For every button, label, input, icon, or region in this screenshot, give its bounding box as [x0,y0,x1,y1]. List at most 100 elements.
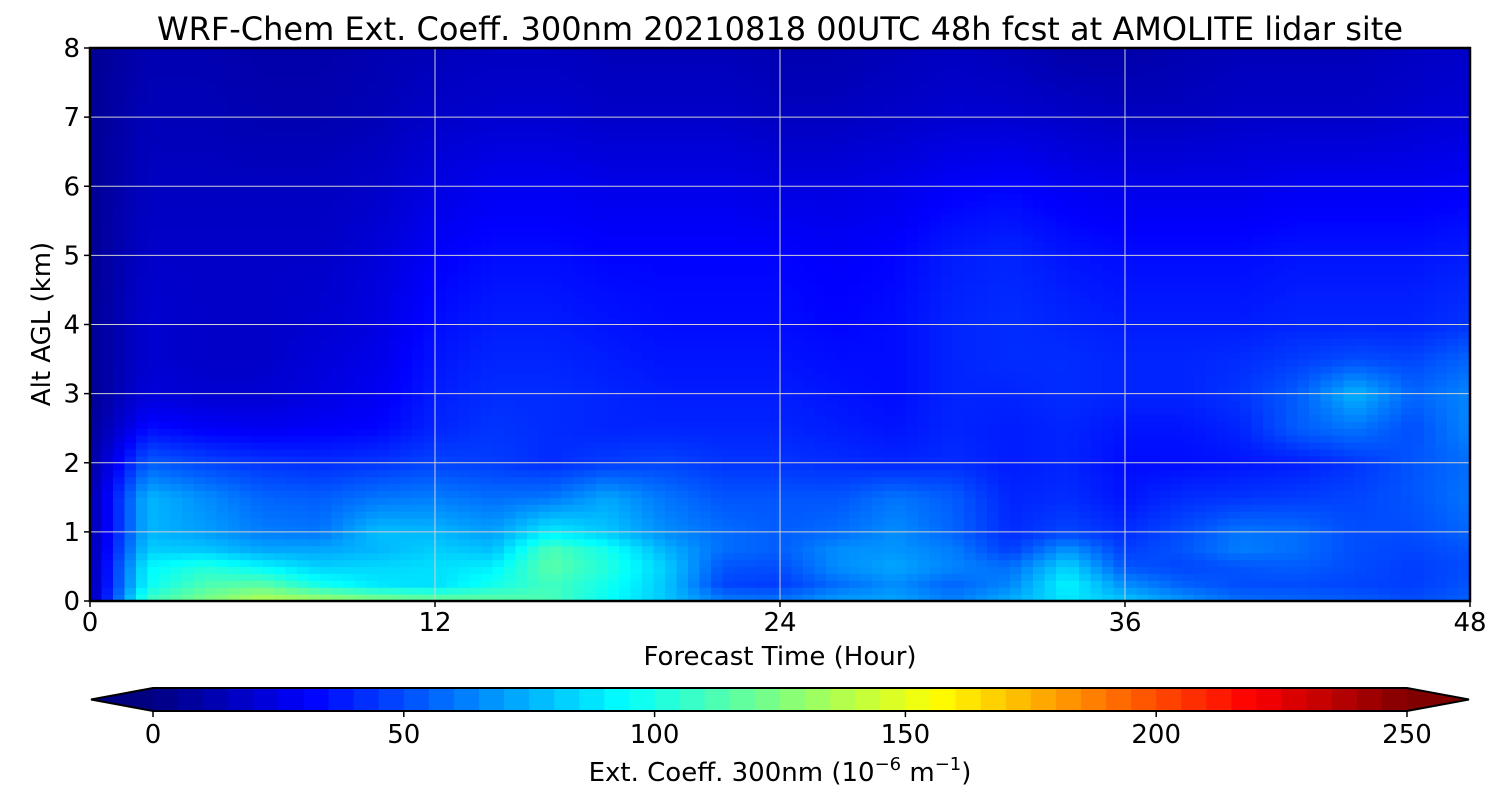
heatmap-cell [297,538,310,547]
heatmap-cell [1090,421,1103,429]
heatmap-cell [320,338,333,346]
heatmap-cell [504,442,517,450]
heatmap-cell [584,573,597,581]
heatmap-cell [1355,448,1368,457]
heatmap-cell [1159,345,1172,353]
heatmap-cell [872,393,885,402]
heatmap-cell [354,524,367,533]
heatmap-cell [412,435,425,443]
heatmap-cell [481,552,494,561]
heatmap-cell [90,421,103,429]
heatmap-cell [561,407,574,415]
heatmap-cell [642,545,655,554]
heatmap-cell [90,573,103,581]
heatmap-cell [504,462,517,471]
heatmap-cell [768,310,781,319]
heatmap-cell [193,483,206,491]
heatmap-cell [929,455,942,464]
heatmap-cell [297,359,310,367]
heatmap-cell [1182,372,1195,381]
heatmap-cell [780,462,793,471]
heatmap-cell [389,483,402,491]
heatmap-cell [734,352,747,360]
heatmap-cell [504,476,517,485]
heatmap-cell [124,414,137,422]
heatmap-cell [561,580,574,588]
heatmap-cell [688,365,701,374]
heatmap-cell [124,393,137,402]
heatmap-cell [446,594,459,602]
heatmap-cell [251,359,264,367]
heatmap-cell [952,476,965,485]
heatmap-cell [561,497,574,505]
heatmap-cell [1424,407,1437,415]
heatmap-cell [538,483,551,491]
heatmap-cell [228,345,241,353]
heatmap-cell [147,490,160,498]
heatmap-cell [872,352,885,360]
heatmap-cell [1263,531,1276,540]
heatmap-cell [308,580,321,588]
heatmap-cell [596,587,609,595]
heatmap-cell [1320,524,1333,533]
heatmap-cell [1044,324,1057,333]
heatmap-cell [1125,379,1138,388]
heatmap-cell [469,386,482,395]
heatmap-cell [423,490,436,498]
heatmap-cell [883,345,896,353]
heatmap-cell [1286,580,1299,588]
heatmap-cell [619,538,632,547]
heatmap-cell [1067,331,1080,339]
heatmap-cell [1458,400,1471,409]
heatmap-cell [699,428,712,436]
heatmap-cell [665,483,678,491]
heatmap-cell [941,345,954,353]
heatmap-cell [596,580,609,588]
heatmap-cell [860,559,873,568]
heatmap-cell [872,573,885,581]
heatmap-cell [124,490,137,498]
heatmap-cell [1033,524,1046,533]
heatmap-cell [642,587,655,595]
heatmap-cell [366,580,379,588]
heatmap-cell [1067,483,1080,491]
heatmap-cell [331,483,344,491]
heatmap-cell [1010,352,1023,360]
heatmap-cell [251,448,264,457]
heatmap-cell [975,338,988,346]
heatmap-cell [1044,566,1057,574]
heatmap-cell [1217,497,1230,505]
heatmap-cell [1148,359,1161,367]
heatmap-cell [596,490,609,498]
heatmap-cell [1171,379,1184,388]
heatmap-cell [676,331,689,339]
heatmap-cell [124,504,137,512]
heatmap-cell [596,310,609,319]
heatmap-cell [205,359,218,367]
heatmap-cell [849,352,862,360]
heatmap-cell [906,414,919,422]
heatmap-cell [285,448,298,457]
heatmap-cell [113,455,126,464]
heatmap-cell [780,435,793,443]
heatmap-cell [320,365,333,374]
heatmap-cell [941,490,954,498]
heatmap-cell [1297,587,1310,595]
heatmap-cell [170,462,183,471]
heatmap-cell [1366,372,1379,381]
heatmap-cell [205,469,218,478]
heatmap-cell [1424,324,1437,333]
heatmap-cell [1021,462,1034,471]
heatmap-cell [941,469,954,478]
heatmap-cell [860,573,873,581]
heatmap-cell [1251,359,1264,367]
heatmap-cell [389,524,402,533]
heatmap-cell [124,545,137,554]
heatmap-cell [1067,448,1080,457]
heatmap-cell [619,379,632,388]
heatmap-cell [1286,587,1299,595]
heatmap-cell [722,338,735,346]
heatmap-cell [1263,345,1276,353]
heatmap-cell [1228,559,1241,568]
heatmap-cell [90,566,103,574]
